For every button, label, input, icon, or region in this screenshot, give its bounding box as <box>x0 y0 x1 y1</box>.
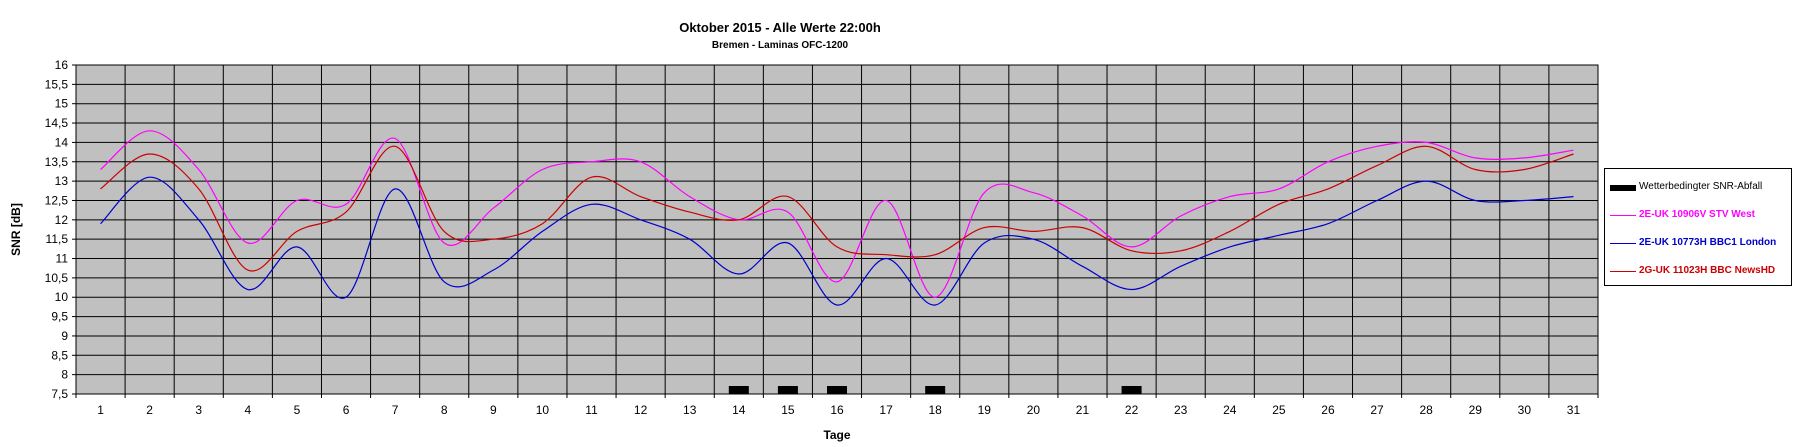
x-tick-label: 9 <box>490 403 497 417</box>
x-tick-label: 12 <box>634 403 648 417</box>
x-tick-label: 18 <box>929 403 943 417</box>
y-tick-label: 9,5 <box>51 310 68 324</box>
x-tick-label: 5 <box>294 403 301 417</box>
x-tick-label: 29 <box>1469 403 1483 417</box>
x-tick-label: 15 <box>781 403 795 417</box>
legend-swatch-series-2 <box>1610 243 1636 244</box>
y-tick-label: 14,5 <box>45 116 69 130</box>
legend-swatch-series-1 <box>1610 215 1636 216</box>
legend-label-series-2: 2E-UK 10773H BBC1 London <box>1639 237 1777 248</box>
y-tick-label: 15,5 <box>45 77 69 91</box>
x-tick-label: 17 <box>879 403 893 417</box>
y-tick-label: 14 <box>55 135 69 149</box>
weather-event-marker <box>925 386 946 394</box>
y-axis-ticks: 7,5 8 8,5 9 9,5 10 10,5 11 11,5 12 12,5 13 13,5 14 14,… <box>45 58 76 401</box>
series-line-1 <box>100 130 1574 298</box>
y-tick-label: 8,5 <box>51 348 68 362</box>
legend-label-series-3: 2G-UK 11023H BBC NewsHD <box>1639 265 1776 276</box>
y-tick-label: 10,5 <box>45 271 69 285</box>
legend-item-events: Wetterbedingter SNR-Abfall <box>1605 179 1791 197</box>
series-line-2 <box>100 176 1574 306</box>
y-axis-label: SNR [dB] <box>9 203 23 256</box>
series-line-3 <box>100 145 1574 272</box>
x-tick-label: 11 <box>585 403 598 417</box>
y-tick-label: 13 <box>55 174 69 188</box>
plot-area <box>75 64 1599 395</box>
weather-event-marker <box>827 386 847 394</box>
y-tick-label: 15 <box>55 97 69 111</box>
x-axis-label: Tage <box>823 428 850 442</box>
x-tick-label: 22 <box>1125 403 1139 417</box>
y-tick-label: 8 <box>61 368 68 382</box>
y-tick-label: 12,5 <box>45 193 69 207</box>
x-tick-label: 26 <box>1321 403 1335 417</box>
x-tick-label: 14 <box>732 403 746 417</box>
y-tick-label: 13,5 <box>45 155 69 169</box>
y-tick-label: 9 <box>61 329 68 343</box>
x-tick-label: 6 <box>343 403 350 417</box>
legend-label-series-1: 2E-UK 10906V STV West <box>1639 209 1755 220</box>
y-tick-label: 16 <box>55 58 69 72</box>
weather-event-marker <box>1121 386 1142 394</box>
x-tick-label: 3 <box>195 403 202 417</box>
legend-item-series-3: 2G-UK 11023H BBC NewsHD <box>1605 263 1791 281</box>
x-tick-label: 21 <box>1076 403 1090 417</box>
series-lines <box>100 130 1574 306</box>
y-tick-label: 12 <box>55 213 69 227</box>
x-tick-label: 1 <box>97 403 104 417</box>
legend-label-events: Wetterbedingter SNR-Abfall <box>1639 181 1763 192</box>
x-tick-label: 31 <box>1567 403 1581 417</box>
x-tick-label: 4 <box>244 403 251 417</box>
y-tick-label: 10 <box>55 290 69 304</box>
x-tick-label: 20 <box>1027 403 1041 417</box>
y-tick-label: 11 <box>56 252 69 266</box>
chart-subtitle: Bremen - Laminas OFC-1200 <box>711 40 849 51</box>
x-tick-label: 10 <box>536 403 550 417</box>
x-tick-label: 25 <box>1272 403 1286 417</box>
weather-event-marker <box>777 386 798 394</box>
weather-event-markers <box>728 386 1142 394</box>
y-tick-label: 11,5 <box>46 232 69 246</box>
line-chart: 7,588,599,51010,51111,51212,51313,51414,… <box>9 58 1599 442</box>
legend: Wetterbedingter SNR-Abfall 2E-UK 10906V … <box>1604 168 1792 286</box>
x-tick-label: 2 <box>146 403 153 417</box>
chart-title: Oktober 2015 - Alle Werte 22:00h <box>679 20 881 35</box>
x-axis-ticks: 1 2 3 4 5 6 7 8 9 10 11 12 13 14 15 16 17 18 19 20 21 22 23 24 2… <box>75 394 1599 417</box>
legend-swatch-events <box>1610 185 1636 191</box>
x-tick-label: 27 <box>1370 403 1384 417</box>
x-tick-label: 7 <box>392 403 399 417</box>
x-tick-label: 16 <box>830 403 844 417</box>
x-tick-label: 30 <box>1518 403 1532 417</box>
legend-item-series-2: 2E-UK 10773H BBC1 London <box>1605 235 1791 253</box>
x-tick-label: 24 <box>1223 403 1237 417</box>
x-tick-label: 13 <box>683 403 697 417</box>
legend-swatch-series-3 <box>1610 271 1636 272</box>
legend-item-series-1: 2E-UK 10906V STV West <box>1605 207 1791 225</box>
x-tick-label: 8 <box>441 403 448 417</box>
x-tick-label: 19 <box>978 403 992 417</box>
x-tick-label: 23 <box>1174 403 1188 417</box>
weather-event-marker <box>728 386 749 394</box>
x-tick-label: 28 <box>1419 403 1433 417</box>
y-tick-label: 7,5 <box>51 387 68 401</box>
